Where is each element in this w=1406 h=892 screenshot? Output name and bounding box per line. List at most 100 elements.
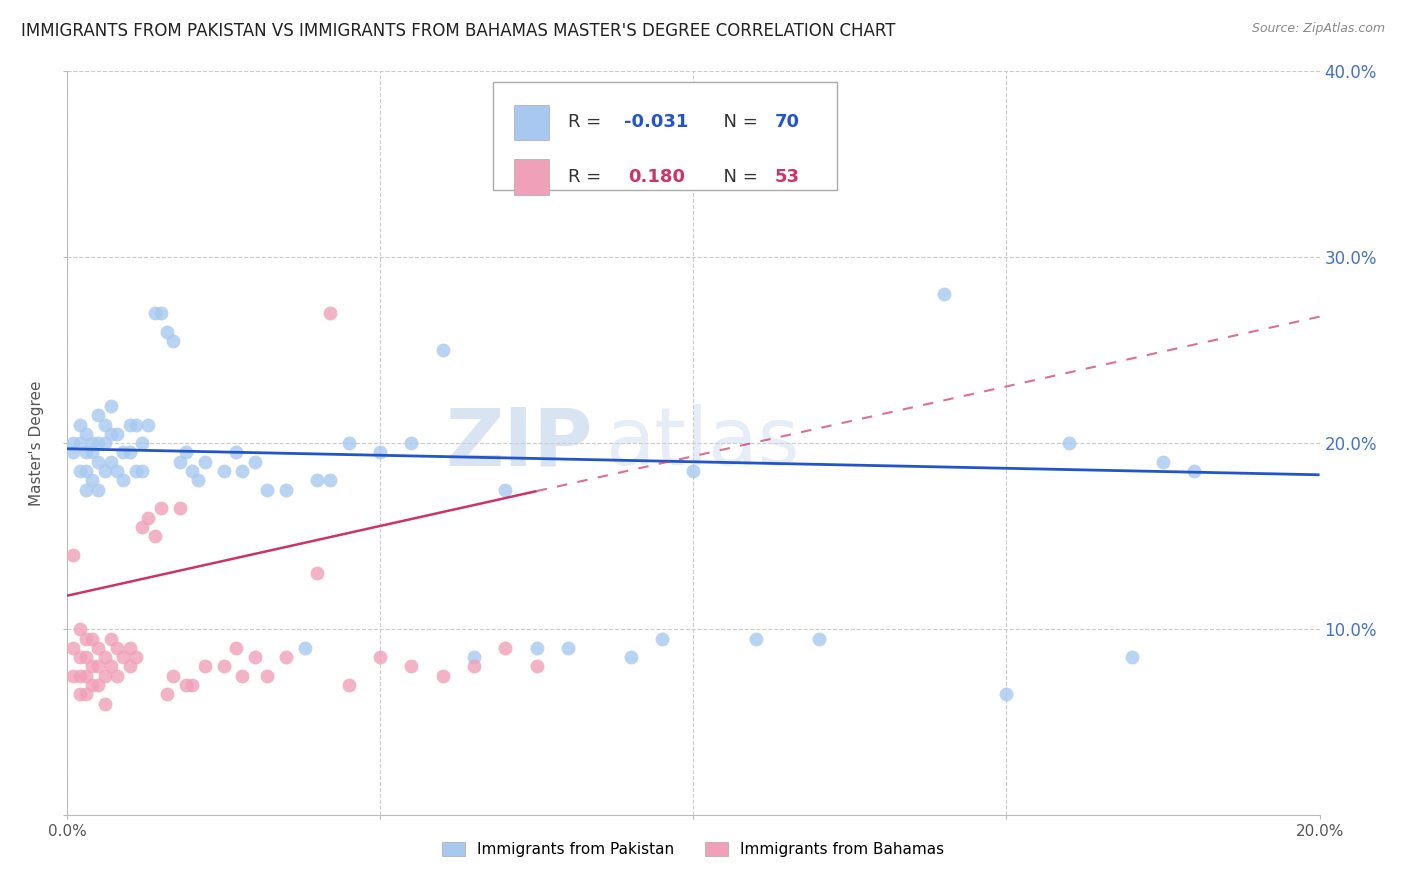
Point [149,306,172,320]
Point [1182,464,1205,478]
Point [337,436,360,450]
Point [100,659,122,673]
Point [118,445,141,459]
Point [319,474,342,488]
Point [1152,455,1174,469]
Point [156,687,179,701]
Point [745,632,768,646]
Text: IMMIGRANTS FROM PAKISTAN VS IMMIGRANTS FROM BAHAMAS MASTER'S DEGREE CORRELATION : IMMIGRANTS FROM PAKISTAN VS IMMIGRANTS F… [21,22,896,40]
Point [75,669,97,683]
Text: 70: 70 [775,113,800,131]
Point [80,474,103,488]
Point [69,669,91,683]
Point [225,445,247,459]
Point [256,669,278,683]
Point [1057,436,1080,450]
Point [368,650,391,665]
Point [125,464,148,478]
Point [231,464,253,478]
Text: atlas: atlas [606,404,800,483]
Text: -0.031: -0.031 [624,113,689,131]
Point [87,455,110,469]
Point [174,678,197,692]
Point [307,474,329,488]
Point [93,417,115,432]
Text: N =: N = [711,168,763,186]
Point [294,640,316,655]
Point [307,566,329,581]
Point [526,640,548,655]
Point [131,520,153,534]
Text: 53: 53 [775,168,800,186]
Point [62,548,84,562]
Point [156,325,179,339]
Point [194,455,217,469]
Point [75,483,97,497]
Point [319,306,342,320]
Point [62,445,84,459]
Point [62,436,84,450]
Point [105,426,128,441]
Text: R =: R = [568,168,613,186]
Point [100,399,122,413]
Point [174,445,197,459]
Point [93,650,115,665]
Point [75,632,97,646]
Point [69,622,91,636]
Point [276,650,298,665]
Point [932,287,955,301]
FancyBboxPatch shape [515,104,550,140]
Point [169,501,191,516]
Point [463,650,485,665]
Point [80,445,103,459]
Text: R =: R = [568,113,607,131]
Point [494,483,516,497]
Point [62,640,84,655]
Point [401,436,423,450]
Point [75,687,97,701]
Point [401,659,423,673]
Point [138,417,160,432]
Point [62,669,84,683]
Point [87,483,110,497]
Point [212,659,235,673]
Point [69,436,91,450]
Point [80,632,103,646]
Point [682,464,704,478]
Point [93,436,115,450]
Point [131,436,153,450]
Point [276,483,298,497]
Point [231,669,253,683]
Point [243,650,266,665]
Point [112,445,135,459]
Point [125,650,148,665]
Point [143,306,166,320]
Point [80,678,103,692]
Point [181,678,204,692]
Point [87,436,110,450]
Point [118,659,141,673]
Point [100,426,122,441]
Text: 0.180: 0.180 [628,168,685,186]
Point [194,659,217,673]
Point [995,687,1018,701]
Point [131,464,153,478]
Point [138,510,160,524]
Point [69,650,91,665]
Point [212,464,235,478]
Y-axis label: Master's Degree: Master's Degree [30,380,44,506]
Point [93,464,115,478]
Point [93,669,115,683]
Point [93,697,115,711]
Point [112,474,135,488]
Point [181,464,204,478]
Text: Source: ZipAtlas.com: Source: ZipAtlas.com [1251,22,1385,36]
Point [243,455,266,469]
Point [225,640,247,655]
Point [1121,650,1143,665]
Point [69,687,91,701]
Point [557,640,579,655]
Point [87,678,110,692]
Point [100,632,122,646]
Point [807,632,830,646]
